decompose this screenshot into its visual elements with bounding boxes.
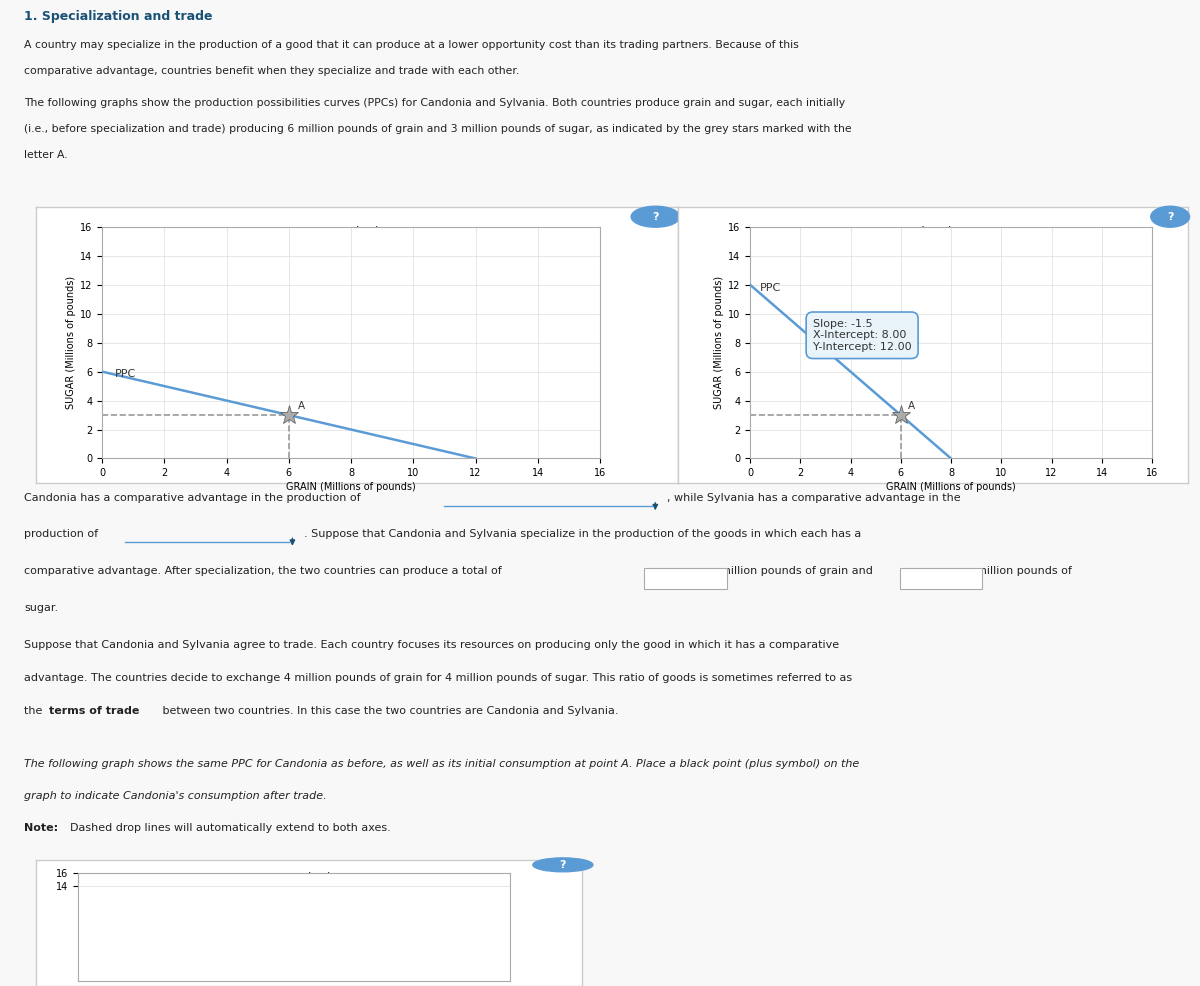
Text: , while Sylvania has a comparative advantage in the: , while Sylvania has a comparative advan… — [667, 493, 960, 503]
Text: (i.e., before specialization and trade) producing 6 million pounds of grain and : (i.e., before specialization and trade) … — [24, 124, 852, 134]
Circle shape — [1151, 206, 1189, 227]
Text: Candonia has a comparative advantage in the production of: Candonia has a comparative advantage in … — [24, 493, 361, 503]
Text: The following graph shows the same PPC for Candonia as before, as well as its in: The following graph shows the same PPC f… — [24, 759, 859, 769]
Text: Sylvania: Sylvania — [906, 227, 960, 240]
Text: ?: ? — [1166, 212, 1174, 222]
Text: Candonia: Candonia — [280, 873, 338, 885]
Text: production of: production of — [24, 529, 98, 539]
Text: between two countries. In this case the two countries are Candonia and Sylvania.: between two countries. In this case the … — [158, 706, 618, 716]
Y-axis label: SUGAR (Millions of pounds): SUGAR (Millions of pounds) — [714, 276, 724, 409]
Text: ?: ? — [559, 860, 566, 870]
Text: ➕: ➕ — [348, 931, 358, 946]
Text: letter A.: letter A. — [24, 150, 67, 161]
Text: million pounds of grain and: million pounds of grain and — [720, 566, 872, 577]
Text: million pounds of: million pounds of — [976, 566, 1072, 577]
Text: ?: ? — [653, 212, 659, 222]
Text: 1. Specialization and trade: 1. Specialization and trade — [24, 10, 212, 23]
Text: The following graphs show the production possibilities curves (PPCs) for Candoni: The following graphs show the production… — [24, 98, 845, 107]
Text: graph to indicate Candonia's consumption after trade.: graph to indicate Candonia's consumption… — [24, 791, 326, 801]
Text: sugar.: sugar. — [24, 603, 58, 613]
X-axis label: GRAIN (Millions of pounds): GRAIN (Millions of pounds) — [886, 482, 1016, 492]
FancyBboxPatch shape — [900, 568, 983, 589]
Text: advantage. The countries decide to exchange 4 million pounds of grain for 4 mill: advantage. The countries decide to excha… — [24, 673, 852, 683]
X-axis label: GRAIN (Millions of pounds): GRAIN (Millions of pounds) — [286, 482, 416, 492]
Text: Dashed drop lines will automatically extend to both axes.: Dashed drop lines will automatically ext… — [70, 823, 391, 833]
Text: the: the — [24, 706, 46, 716]
Y-axis label: SUGAR (Millions of pounds): SUGAR (Millions of pounds) — [66, 276, 76, 409]
Text: Suppose that Candonia and Sylvania agree to trade. Each country focuses its reso: Suppose that Candonia and Sylvania agree… — [24, 640, 839, 650]
Text: PPC: PPC — [114, 370, 136, 380]
FancyBboxPatch shape — [643, 568, 727, 589]
Text: comparative advantage. After specialization, the two countries can produce a tot: comparative advantage. After specializat… — [24, 566, 502, 577]
Text: comparative advantage, countries benefit when they specialize and trade with eac: comparative advantage, countries benefit… — [24, 66, 520, 76]
Text: terms of trade: terms of trade — [49, 706, 139, 716]
Text: . Suppose that Candonia and Sylvania specialize in the production of the goods i: . Suppose that Candonia and Sylvania spe… — [304, 529, 862, 539]
Text: Slope: -1.5
X-Intercept: 8.00
Y-Intercept: 12.00: Slope: -1.5 X-Intercept: 8.00 Y-Intercep… — [812, 318, 912, 352]
Text: PPC: PPC — [760, 283, 781, 293]
Text: Candonia: Candonia — [328, 227, 386, 240]
Text: A: A — [908, 401, 916, 411]
Circle shape — [631, 206, 680, 227]
Text: Note:: Note: — [24, 823, 62, 833]
Text: A country may specialize in the production of a good that it can produce at a lo: A country may specialize in the producti… — [24, 39, 799, 50]
Circle shape — [533, 858, 593, 872]
Text: A: A — [298, 401, 305, 411]
